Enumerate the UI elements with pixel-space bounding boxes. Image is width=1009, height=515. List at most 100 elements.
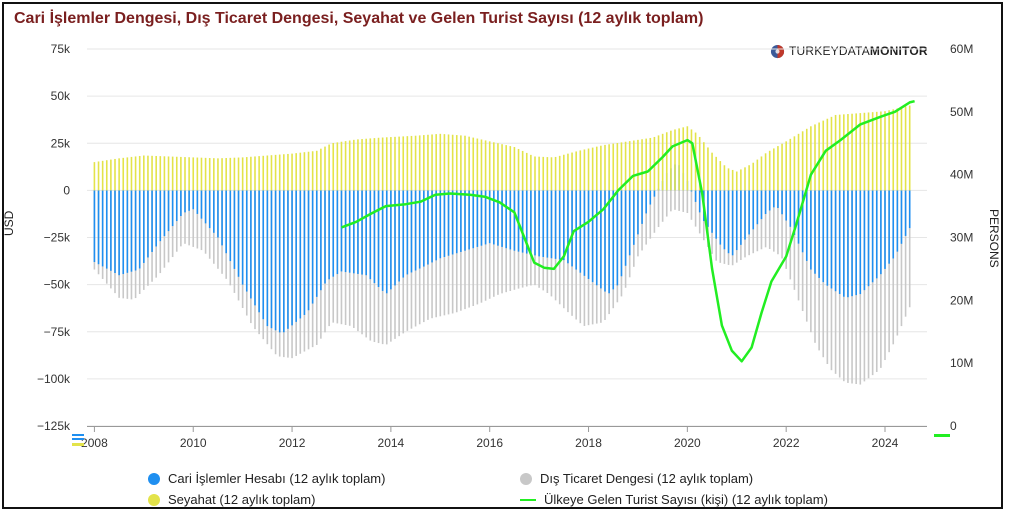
current-account-bar bbox=[274, 190, 277, 331]
current-account-bar bbox=[554, 190, 557, 259]
trade-bar bbox=[690, 190, 693, 220]
trade-bar bbox=[192, 190, 195, 247]
current-account-bar bbox=[616, 190, 619, 286]
current-account-bar bbox=[587, 190, 590, 279]
travel-bar bbox=[805, 128, 808, 191]
current-account-bar bbox=[777, 190, 779, 208]
travel-bar bbox=[460, 135, 462, 191]
current-account-bar bbox=[637, 190, 639, 235]
logo-prefix: TURKEYDATA bbox=[789, 44, 870, 58]
travel-bar bbox=[744, 167, 746, 191]
travel-bar bbox=[604, 144, 606, 191]
travel-bar bbox=[159, 156, 162, 191]
travel-bar bbox=[612, 143, 615, 191]
travel-bar bbox=[810, 126, 812, 191]
current-account-bar bbox=[826, 190, 829, 286]
trade-bar bbox=[488, 190, 491, 299]
trade-bar bbox=[777, 190, 779, 255]
y-left-tick-label: −125k bbox=[37, 419, 71, 433]
travel-bar bbox=[789, 138, 792, 191]
travel-bar bbox=[727, 168, 730, 191]
current-account-bar bbox=[315, 190, 318, 297]
trade-bar bbox=[793, 190, 796, 290]
travel-bar bbox=[266, 155, 269, 191]
current-account-bar bbox=[369, 190, 372, 280]
current-account-bar bbox=[843, 190, 845, 297]
travel-bar bbox=[208, 158, 211, 191]
current-account-bar bbox=[303, 190, 306, 315]
travel-bar bbox=[591, 147, 594, 191]
y-axis-right-title: PERSONS bbox=[987, 209, 1001, 268]
legend-item-trade-balance[interactable]: Dış Ticaret Dengesi (12 aylık toplam) bbox=[520, 471, 753, 486]
travel-bar bbox=[480, 139, 483, 191]
legend-item-travel[interactable]: Seyahat (12 aylık toplam) bbox=[148, 492, 315, 507]
axes: 75k 50k 25k 0 −25k −50k −75k −100k −125k 60M 50M 40… bbox=[37, 42, 973, 450]
travel-bar bbox=[534, 156, 536, 191]
travel-bar bbox=[608, 144, 610, 191]
current-account-bar bbox=[283, 190, 285, 333]
travel-bar bbox=[254, 156, 256, 191]
current-account-bar bbox=[410, 190, 413, 273]
current-account-bar bbox=[859, 190, 862, 295]
travel-bar bbox=[464, 135, 466, 191]
legend-item-current-account[interactable]: Cari İşlemler Hesabı (12 aylık toplam) bbox=[148, 471, 385, 486]
current-account-bar bbox=[711, 190, 713, 233]
current-account-bar bbox=[488, 190, 491, 244]
current-account-bar bbox=[431, 190, 433, 263]
current-account-bar bbox=[620, 190, 623, 277]
current-account-bar bbox=[818, 190, 820, 278]
x-tick-label: 2012 bbox=[279, 436, 306, 450]
travel-bar bbox=[773, 148, 775, 191]
trade-bar bbox=[670, 190, 672, 212]
current-account-bar bbox=[295, 190, 297, 322]
current-account-bar bbox=[245, 190, 248, 292]
travel-bar bbox=[241, 157, 244, 191]
travel-bars bbox=[93, 105, 911, 191]
legend-item-tourists[interactable]: Ülkeye Gelen Turist Sayısı (kişi) (12 ay… bbox=[520, 492, 828, 507]
current-account-bar bbox=[171, 190, 174, 227]
y-left-tick-label: 25k bbox=[51, 136, 71, 150]
travel-bar bbox=[505, 145, 507, 191]
travel-bar bbox=[418, 135, 421, 191]
trade-bar bbox=[196, 190, 199, 249]
travel-bar bbox=[851, 113, 853, 191]
travel-bar bbox=[554, 156, 557, 191]
trade-bar bbox=[188, 190, 190, 246]
travel-bar bbox=[838, 114, 841, 191]
trade-bar bbox=[484, 190, 487, 301]
current-account-bar bbox=[278, 190, 281, 333]
travel-bar bbox=[497, 143, 499, 191]
travel-bar bbox=[114, 158, 116, 191]
trade-bar bbox=[200, 190, 203, 251]
travel-bar bbox=[217, 158, 219, 191]
current-account-bar bbox=[847, 190, 849, 298]
travel-bar bbox=[637, 139, 639, 191]
travel-bar bbox=[493, 142, 495, 191]
travel-bar bbox=[332, 142, 335, 191]
travel-bar bbox=[101, 160, 104, 191]
travel-bar bbox=[892, 109, 895, 191]
travel-bar bbox=[320, 148, 322, 191]
current-account-bar bbox=[184, 190, 186, 213]
y-right-tick-label: 60M bbox=[950, 42, 973, 56]
travel-bar bbox=[657, 135, 660, 191]
current-account-bar bbox=[773, 190, 775, 208]
current-account-bar bbox=[748, 190, 750, 235]
travel-bar bbox=[777, 146, 779, 191]
travel-bar bbox=[361, 139, 363, 191]
current-account-bar bbox=[538, 190, 540, 257]
travel-bar bbox=[645, 138, 647, 191]
current-account-bar bbox=[505, 190, 507, 249]
trade-bar bbox=[653, 190, 656, 233]
current-account-bar bbox=[760, 190, 763, 220]
current-account-bar bbox=[258, 190, 260, 313]
current-account-bar bbox=[690, 190, 693, 192]
travel-bar bbox=[698, 136, 701, 191]
y-left-tick-label: −75k bbox=[44, 325, 71, 339]
current-account-bar bbox=[464, 190, 466, 251]
current-account-bar bbox=[394, 190, 396, 286]
travel-bar bbox=[377, 137, 380, 191]
travel-bar bbox=[472, 137, 475, 191]
travel-bar bbox=[130, 156, 133, 191]
travel-bar bbox=[262, 155, 265, 191]
